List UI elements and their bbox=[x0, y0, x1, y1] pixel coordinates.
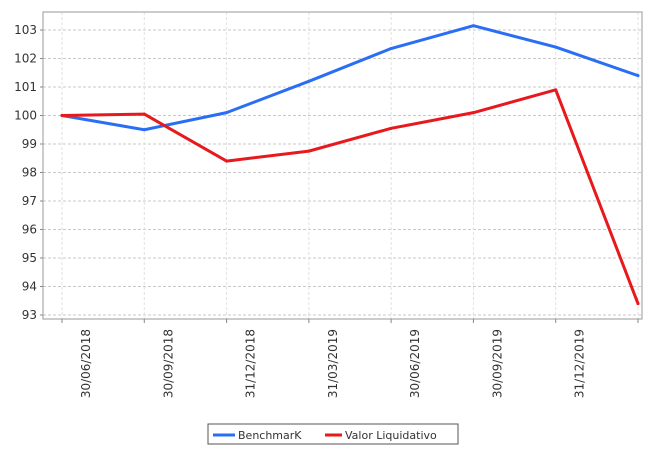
y-tick-label: 103 bbox=[14, 23, 37, 37]
data-point bbox=[307, 149, 311, 153]
y-tick-label: 97 bbox=[22, 194, 37, 208]
y-tick-label: 95 bbox=[22, 251, 37, 265]
x-tick-label: 31/03/2019 bbox=[326, 329, 340, 398]
data-point bbox=[636, 302, 640, 306]
y-tick-label: 98 bbox=[22, 166, 37, 180]
data-point bbox=[307, 79, 311, 83]
y-tick-label: 101 bbox=[14, 80, 37, 94]
y-tick-label: 99 bbox=[22, 137, 37, 151]
data-point bbox=[142, 128, 146, 132]
data-point bbox=[389, 47, 393, 51]
data-point bbox=[554, 88, 558, 92]
plot-area bbox=[42, 11, 643, 320]
y-tick-label: 100 bbox=[14, 109, 37, 123]
y-tick-label: 96 bbox=[22, 223, 37, 237]
data-point bbox=[60, 114, 64, 117]
legend-label-benchmark: BenchmarK bbox=[238, 429, 302, 442]
x-tick-label: 31/12/2018 bbox=[244, 329, 258, 398]
series bbox=[60, 24, 640, 306]
data-point bbox=[471, 111, 475, 115]
data-point bbox=[142, 112, 146, 116]
y-tick-label: 102 bbox=[14, 52, 37, 66]
data-point bbox=[225, 159, 229, 163]
y-axis: 93 94 95 96 97 98 99 100 101 102 103 bbox=[14, 23, 43, 322]
data-point bbox=[554, 45, 558, 49]
data-point bbox=[225, 111, 229, 115]
data-point bbox=[471, 24, 475, 28]
data-point bbox=[636, 74, 640, 78]
x-tick-label: 30/09/2018 bbox=[161, 329, 175, 398]
series-line-1 bbox=[60, 88, 640, 306]
grid bbox=[43, 12, 642, 319]
x-tick-label: 30/09/2019 bbox=[490, 329, 504, 398]
x-tick-label: 31/12/2019 bbox=[573, 329, 587, 398]
x-tick-label: 30/06/2018 bbox=[79, 329, 93, 398]
x-tick-label: 30/06/2019 bbox=[408, 329, 422, 398]
series-line-0 bbox=[60, 24, 640, 132]
legend: BenchmarK Valor Liquidativo bbox=[207, 423, 459, 445]
x-axis: 30/06/2018 30/09/2018 31/12/2018 31/03/2019… bbox=[61, 319, 639, 398]
y-tick-label: 94 bbox=[22, 280, 37, 294]
legend-label-valor-liquidativo: Valor Liquidativo bbox=[345, 429, 437, 442]
data-point bbox=[389, 126, 393, 130]
y-tick-label: 93 bbox=[22, 308, 37, 322]
